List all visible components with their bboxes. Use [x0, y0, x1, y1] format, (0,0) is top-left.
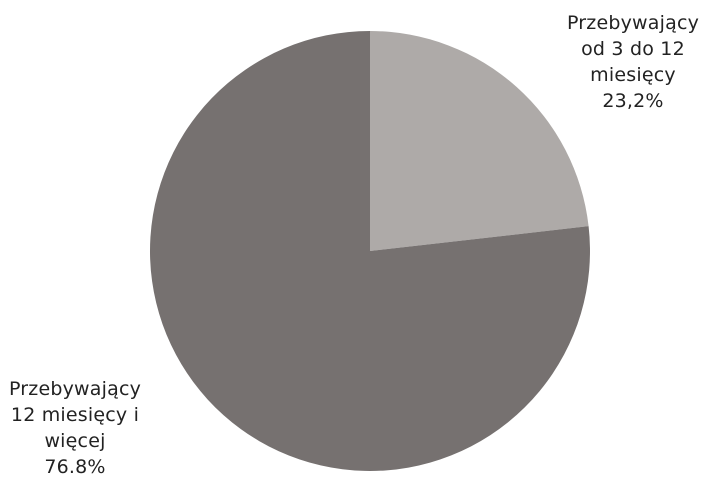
- slice-label-long-stay: Przebywający 12 miesięcy i więcej 76.8%: [0, 376, 150, 480]
- slice-label-line: od 3 do 12: [581, 38, 685, 60]
- pie-slice-short-stay: [370, 31, 589, 251]
- slice-label-line: Przebywający: [8, 378, 142, 400]
- pie-slices: [149, 30, 590, 471]
- slice-label-line: Przebywający: [566, 12, 700, 34]
- slice-label-short-stay: Przebywający od 3 do 12 miesięcy 23,2%: [558, 10, 708, 114]
- slice-value-label: 76.8%: [44, 456, 106, 478]
- slice-value-label: 23,2%: [602, 90, 664, 112]
- slice-label-line: 12 miesięcy i: [10, 404, 140, 426]
- slice-label-line: miesięcy: [590, 64, 676, 86]
- pie-slice-long-stay: [149, 30, 590, 471]
- slice-label-line: więcej: [44, 430, 106, 452]
